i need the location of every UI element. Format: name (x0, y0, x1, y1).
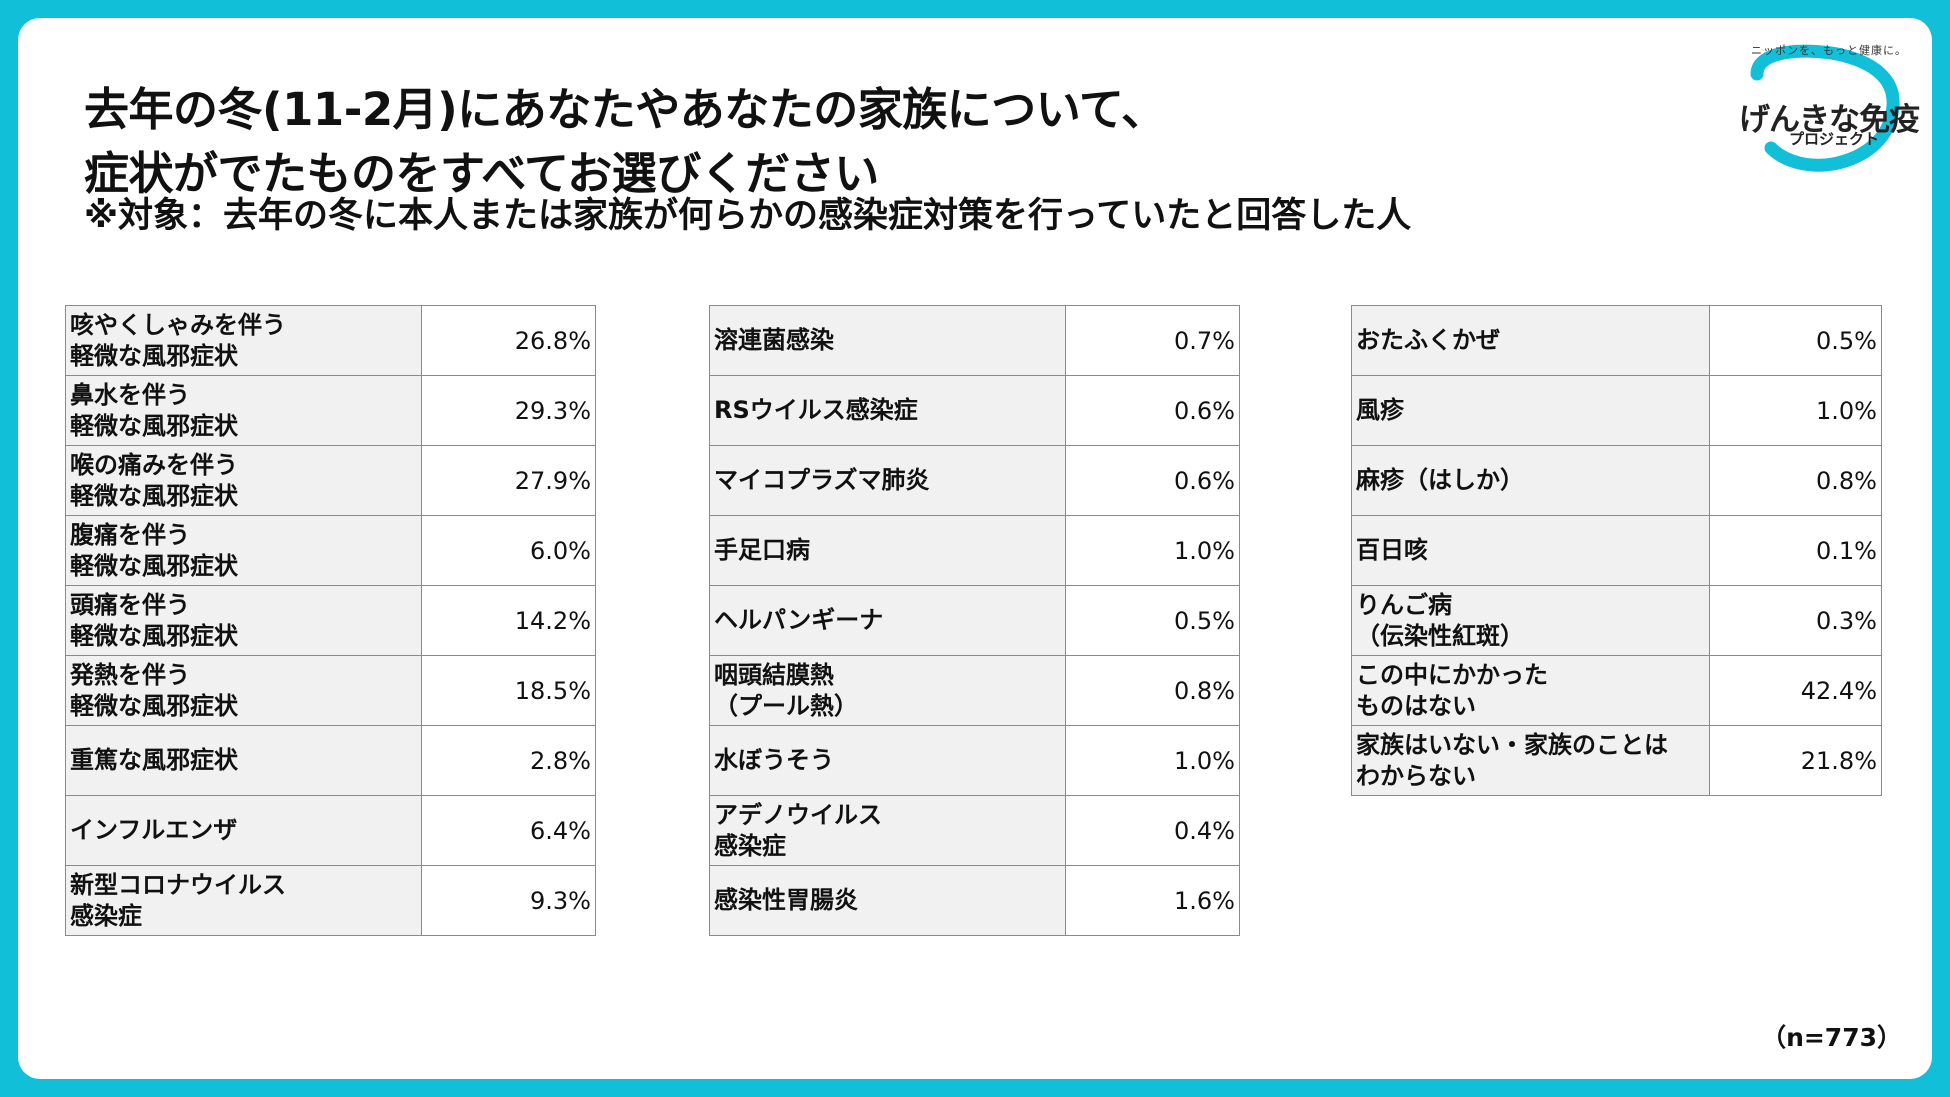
table-row: 咳やくしゃみを伴う 軽微な風邪症状 26.8% (65, 305, 596, 376)
symptom-label: 重篤な風邪症状 (65, 725, 422, 796)
symptom-label: インフルエンザ (65, 795, 422, 866)
symptom-label: 手足口病 (709, 515, 1066, 586)
percentage-value: 27.9% (421, 445, 596, 516)
project-logo: ニッポンを、もっと健康に。 げんきな免疫 プロジェクト (1735, 40, 1923, 190)
table-row: 咽頭結膜熱 （プール熱） 0.8% (709, 655, 1240, 726)
symptom-label: 鼻水を伴う 軽微な風邪症状 (65, 375, 422, 446)
table-row: アデノウイルス 感染症 0.4% (709, 795, 1240, 866)
result-table-2: 溶連菌感染 0.7% RSウイルス感染症 0.6% マイコプラズマ肺炎 0.6% 手足口病 1… (709, 305, 1240, 936)
percentage-value: 0.8% (1065, 655, 1240, 726)
logo-tagline: ニッポンを、もっと健康に。 (1751, 44, 1907, 57)
table-row: 新型コロナウイルス 感染症 9.3% (65, 865, 596, 936)
symptom-label: RSウイルス感染症 (709, 375, 1066, 446)
symptom-label: 咳やくしゃみを伴う 軽微な風邪症状 (65, 305, 422, 376)
symptom-label: 百日咳 (1351, 515, 1710, 586)
symptom-label: りんご病 （伝染性紅斑） (1351, 585, 1710, 656)
logo-ring-icon (1750, 44, 1900, 172)
table-row: 百日咳 0.1% (1351, 515, 1882, 586)
percentage-value: 0.7% (1065, 305, 1240, 376)
symptom-label: 腹痛を伴う 軽微な風邪症状 (65, 515, 422, 586)
percentage-value: 0.3% (1709, 585, 1882, 656)
table-row: 感染性胃腸炎 1.6% (709, 865, 1240, 936)
symptom-label: 溶連菌感染 (709, 305, 1066, 376)
symptom-label: 咽頭結膜熱 （プール熱） (709, 655, 1066, 726)
symptom-label: 頭痛を伴う 軽微な風邪症状 (65, 585, 422, 656)
table-row: 頭痛を伴う 軽微な風邪症状 14.2% (65, 585, 596, 656)
percentage-value: 0.5% (1065, 585, 1240, 656)
table-row: 重篤な風邪症状 2.8% (65, 725, 596, 796)
table-row: 溶連菌感染 0.7% (709, 305, 1240, 376)
table-row: 鼻水を伴う 軽微な風邪症状 29.3% (65, 375, 596, 446)
table-row: 手足口病 1.0% (709, 515, 1240, 586)
table-row: おたふくかぜ 0.5% (1351, 305, 1882, 376)
symptom-label: ヘルパンギーナ (709, 585, 1066, 656)
table-row: ヘルパンギーナ 0.5% (709, 585, 1240, 656)
title-line-1: 去年の冬(11-2月)にあなたやあなたの家族について、 (84, 83, 1166, 136)
symptom-label: おたふくかぜ (1351, 305, 1710, 376)
symptom-label: 水ぼうそう (709, 725, 1066, 796)
table-row: 喉の痛みを伴う 軽微な風邪症状 27.9% (65, 445, 596, 516)
symptom-label: 家族はいない・家族のことは わからない (1351, 725, 1710, 796)
percentage-value: 26.8% (421, 305, 596, 376)
result-table-3: おたふくかぜ 0.5% 風疹 1.0% 麻疹（はしか） 0.8% 百日咳 0.1% りんご病 （… (1351, 305, 1882, 796)
percentage-value: 0.8% (1709, 445, 1882, 516)
percentage-value: 1.0% (1709, 375, 1882, 446)
symptom-label: マイコプラズマ肺炎 (709, 445, 1066, 516)
percentage-value: 1.0% (1065, 725, 1240, 796)
logo-main-text: げんきな免疫 (1739, 102, 1920, 138)
symptom-label: 新型コロナウイルス 感染症 (65, 865, 422, 936)
percentage-value: 29.3% (421, 375, 596, 446)
percentage-value: 0.1% (1709, 515, 1882, 586)
symptom-label: アデノウイルス 感染症 (709, 795, 1066, 866)
table-row: 風疹 1.0% (1351, 375, 1882, 446)
sample-size: （n=773） (1761, 1023, 1902, 1052)
percentage-value: 6.4% (421, 795, 596, 866)
percentage-value: 0.4% (1065, 795, 1240, 866)
symptom-label: この中にかかった ものはない (1351, 655, 1710, 726)
table-row: りんご病 （伝染性紅斑） 0.3% (1351, 585, 1882, 656)
symptom-label: 感染性胃腸炎 (709, 865, 1066, 936)
table-row: RSウイルス感染症 0.6% (709, 375, 1240, 446)
percentage-value: 0.6% (1065, 445, 1240, 516)
percentage-value: 42.4% (1709, 655, 1882, 726)
symptom-label: 麻疹（はしか） (1351, 445, 1710, 516)
table-row: 麻疹（はしか） 0.8% (1351, 445, 1882, 516)
percentage-value: 2.8% (421, 725, 596, 796)
percentage-value: 0.6% (1065, 375, 1240, 446)
table-row: マイコプラズマ肺炎 0.6% (709, 445, 1240, 516)
table-row: 水ぼうそう 1.0% (709, 725, 1240, 796)
table-row: 家族はいない・家族のことは わからない 21.8% (1351, 725, 1882, 796)
percentage-value: 1.0% (1065, 515, 1240, 586)
symptom-label: 風疹 (1351, 375, 1710, 446)
percentage-value: 6.0% (421, 515, 596, 586)
page-title: 去年の冬(11-2月)にあなたやあなたの家族について、 症状がでたものをすべてお… (84, 78, 1166, 206)
percentage-value: 14.2% (421, 585, 596, 656)
logo-sub-text: プロジェクト (1789, 130, 1880, 148)
table-row: インフルエンザ 6.4% (65, 795, 596, 866)
percentage-value: 9.3% (421, 865, 596, 936)
symptom-label: 喉の痛みを伴う 軽微な風邪症状 (65, 445, 422, 516)
result-table-1: 咳やくしゃみを伴う 軽微な風邪症状 26.8% 鼻水を伴う 軽微な風邪症状 29.3%… (65, 305, 596, 936)
symptom-label: 発熱を伴う 軽微な風邪症状 (65, 655, 422, 726)
table-row: 腹痛を伴う 軽微な風邪症状 6.0% (65, 515, 596, 586)
percentage-value: 21.8% (1709, 725, 1882, 796)
survey-target-note: ※対象：去年の冬に本人または家族が何らかの感染症対策を行っていたと回答した人 (84, 196, 1412, 236)
percentage-value: 0.5% (1709, 305, 1882, 376)
table-row: 発熱を伴う 軽微な風邪症状 18.5% (65, 655, 596, 726)
table-row: この中にかかった ものはない 42.4% (1351, 655, 1882, 726)
percentage-value: 1.6% (1065, 865, 1240, 936)
percentage-value: 18.5% (421, 655, 596, 726)
title-line-2: 症状がでたものをすべてお選びください (84, 147, 879, 200)
